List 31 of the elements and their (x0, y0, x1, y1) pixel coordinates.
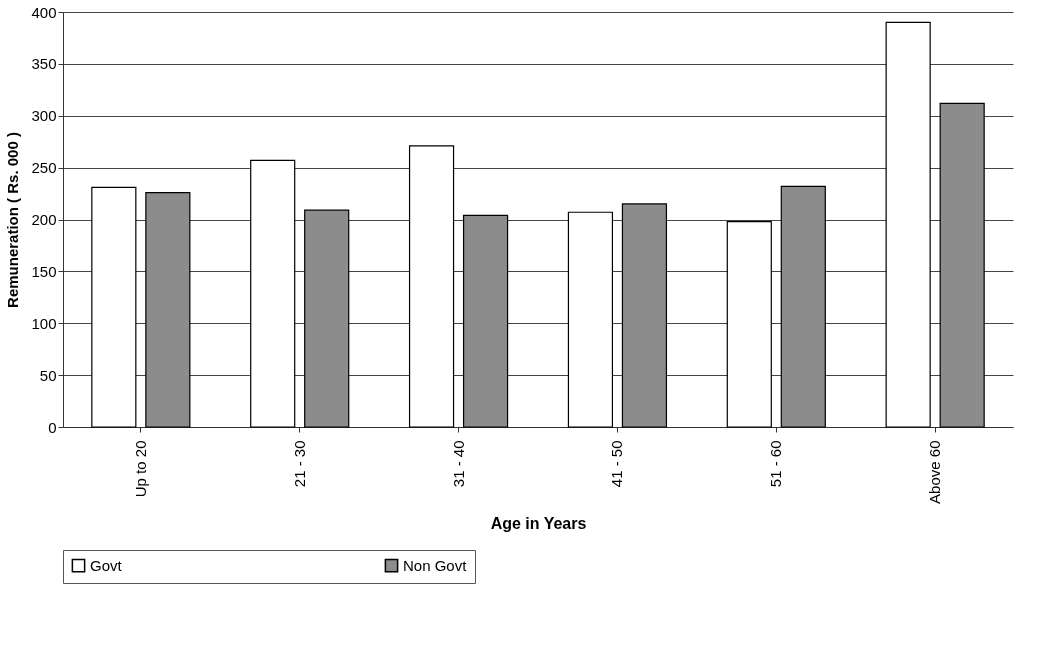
y-tick-label: 50 (39, 366, 57, 384)
y-tick-label: 0 (48, 418, 57, 436)
legend-label: Non Govt (403, 556, 468, 574)
y-axis-title: Remuneration ( Rs. 000 ) (4, 132, 22, 308)
bar (408, 145, 455, 428)
bar (462, 214, 509, 428)
bar (250, 159, 296, 428)
bar (780, 185, 826, 428)
y-tick-label: 300 (31, 107, 57, 125)
y-tick-label: 350 (31, 55, 57, 73)
x-axis-title: Age in Years (490, 514, 587, 532)
legend-label: Govt (90, 556, 123, 574)
y-tick-label: 250 (31, 159, 57, 177)
y-tick-label: 150 (31, 262, 57, 280)
x-tick-label: 41 - 50 (608, 440, 626, 488)
bar (567, 211, 614, 428)
bar (304, 209, 350, 428)
x-tick-label: 51 - 60 (767, 440, 785, 488)
y-tick-label: 400 (31, 3, 57, 21)
y-tick-label: 200 (31, 211, 57, 228)
bar (885, 21, 931, 428)
bar (939, 102, 985, 428)
x-tick-label: 31 - 40 (449, 440, 467, 488)
x-tick-label: Above 60 (926, 440, 944, 504)
x-tick-label: 21 - 30 (290, 440, 308, 488)
bar (91, 186, 137, 428)
bar (621, 203, 668, 428)
bar (145, 191, 191, 428)
bar (726, 220, 772, 428)
y-tick-label: 100 (31, 314, 57, 332)
x-tick-label: Up to 20 (131, 440, 149, 498)
